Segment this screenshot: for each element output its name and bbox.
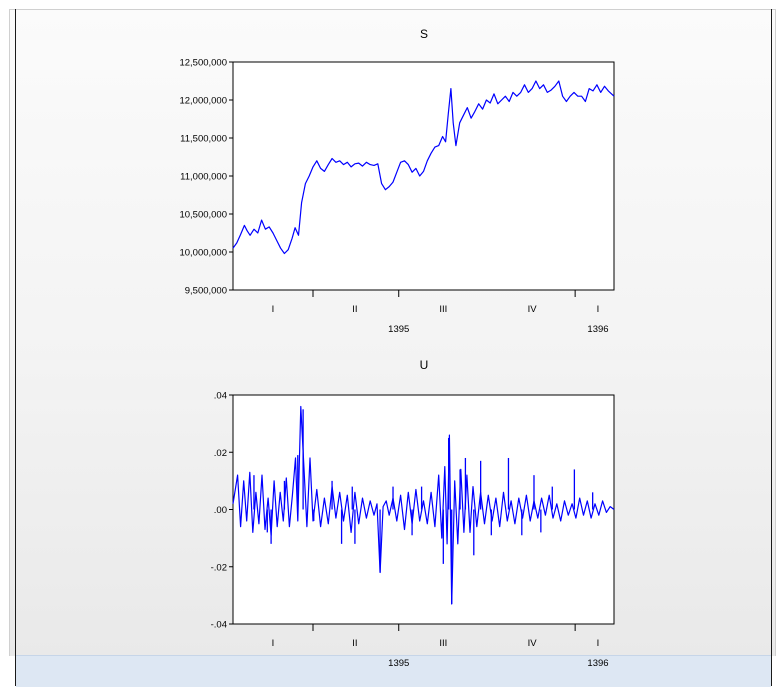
chart-s-x-year-label: 1396 [587, 324, 608, 335]
left-border [15, 9, 16, 686]
chart-u-y-tick-label: -.02 [211, 562, 227, 573]
chart-s-x-period-label: I [597, 304, 600, 315]
chart-s-y-tick-label: 12,500,000 [179, 58, 227, 69]
right-border [771, 9, 772, 686]
chart-s-series-line [232, 80, 615, 255]
chart-u-series [232, 405, 615, 605]
chart-u-x-year-label: 1395 [388, 658, 409, 669]
chart-s-y-axis: 9,500,000 10,000,000 10,500,000 11,000,000 1… [179, 58, 233, 297]
chart-u-title: U [420, 358, 429, 372]
chart-u-series-line [232, 405, 615, 605]
chart-u-x-period-label: IV [528, 638, 538, 649]
chart-s-plot-area [232, 61, 615, 291]
chart-u-y-tick-label: -.04 [211, 620, 227, 631]
chart-u-x-period-label: III [439, 638, 447, 649]
chart-s-y-tick-label: 9,500,000 [185, 286, 227, 297]
chart-s-y-tick-label: 11,000,000 [180, 172, 227, 183]
chart-s-y-tick-label: 10,500,000 [179, 210, 227, 221]
chart-s-y-tick-label: 12,000,000 [179, 96, 227, 107]
chart-u-x-period-label: II [352, 638, 357, 649]
chart-u-y-axis: -.04 -.02 .00 .02 .04 [211, 391, 233, 631]
chart-u-x-year-label: 1396 [587, 658, 608, 669]
chart-u-plot-area [232, 394, 615, 625]
chart-s-series [232, 80, 615, 255]
chart-u-y-tick-label: .00 [214, 505, 227, 516]
chart-u-y-tick-label: .04 [214, 391, 227, 402]
status-strip [16, 655, 771, 687]
chart-u-y-tick-label: .02 [214, 448, 227, 459]
chart-s-y-tick-label: 10,000,000 [179, 248, 227, 259]
chart-s-x-period-label: III [439, 304, 447, 315]
chart-s-y-tick-label: 11,500,000 [180, 134, 227, 145]
chart-s: S 9,500,000 10,000,000 10,500,000 11,000,00… [179, 27, 615, 335]
chart-u-x-period-label: I [597, 638, 600, 649]
chart-u-x-period-label: I [272, 638, 275, 649]
chart-s-title: S [420, 27, 428, 41]
chart-s-x-period-label: II [352, 304, 357, 315]
chart-s-x-period-label: IV [528, 304, 538, 315]
chart-s-x-year-label: 1395 [388, 324, 409, 335]
chart-s-x-period-label: I [272, 304, 275, 315]
